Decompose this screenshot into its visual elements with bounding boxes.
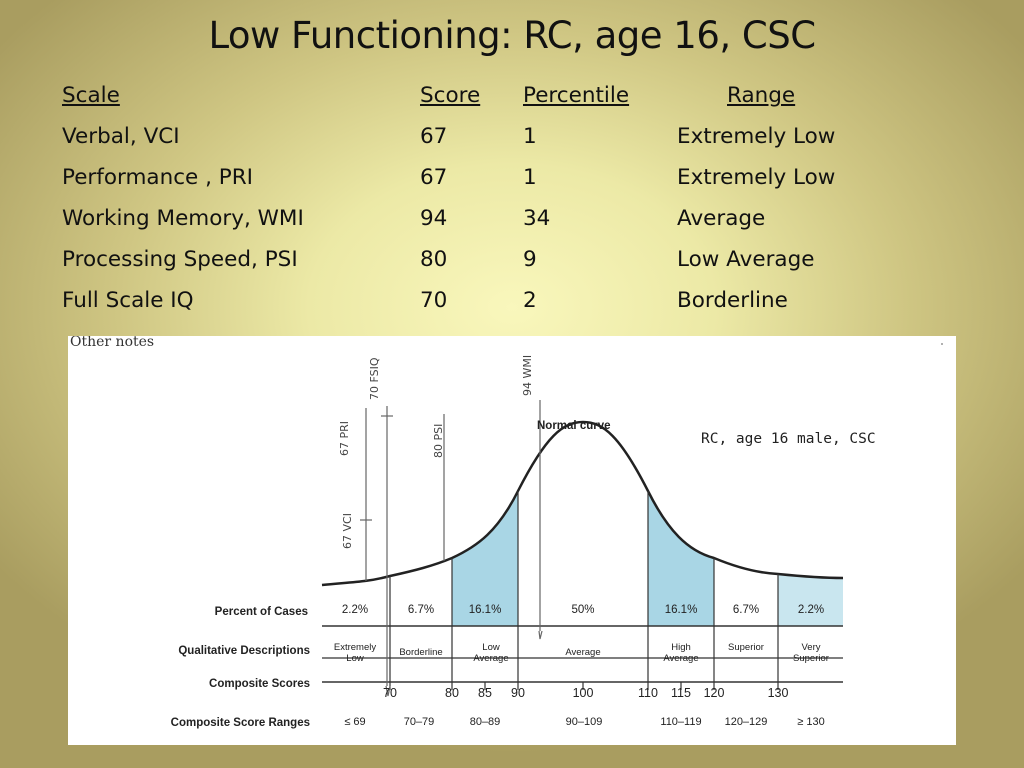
- scale-cell: Performance , PRI: [62, 165, 253, 190]
- description-cell: Very Superior: [793, 642, 829, 664]
- table-row: Working Memory, WMI 94 34 Average: [62, 205, 962, 246]
- scale-cell: Processing Speed, PSI: [62, 247, 298, 272]
- header-score: Score: [420, 83, 481, 108]
- table-row: Performance , PRI 67 1 Extremely Low: [62, 164, 962, 205]
- normal-curve-line: [321, 420, 844, 587]
- score-range-cell: ≥ 130: [797, 716, 825, 728]
- header-percentile: Percentile: [523, 83, 630, 108]
- row-label-qualitative-descriptions: Qualitative Descriptions: [178, 645, 310, 657]
- percent-cell: 2.2%: [797, 604, 825, 616]
- normal-curve-graphic: [321, 343, 943, 697]
- normal-curve-label: Normal curve: [537, 420, 611, 432]
- percent-cell: 16.1%: [664, 604, 698, 616]
- table-row: Verbal, VCI 67 1 Extremely Low: [62, 123, 962, 164]
- header-scale: Scale: [62, 83, 120, 108]
- row-label-composite-scores: Composite Scores: [209, 678, 310, 690]
- percentile-cell: 1: [523, 124, 537, 149]
- table-header-row: Scale Score Percentile Range: [62, 82, 962, 123]
- description-cell: Borderline: [399, 647, 443, 658]
- score-cell: 70: [420, 288, 448, 313]
- range-cell: Extremely Low: [677, 165, 836, 190]
- description-cell: High Average: [663, 642, 699, 664]
- range-cell: Borderline: [677, 288, 788, 313]
- score-label: 85: [478, 686, 492, 700]
- score-cell: 80: [420, 247, 448, 272]
- percentile-cell: 9: [523, 247, 537, 272]
- other-notes-label: Other notes: [70, 336, 155, 350]
- patient-note: RC, age 16 male, CSC: [701, 431, 876, 447]
- percentile-cell: 2: [523, 288, 537, 313]
- handwritten-fsiq-label: 70 FSIQ: [368, 357, 381, 400]
- score-range-cell: 70–79: [403, 716, 435, 728]
- range-cell: Extremely Low: [677, 124, 836, 149]
- score-range-cell: 110–119: [660, 716, 702, 728]
- scale-cell: Full Scale IQ: [62, 288, 194, 313]
- score-label: 130: [767, 686, 789, 700]
- score-label: 100: [572, 686, 594, 700]
- description-cell: Low Average: [473, 642, 509, 664]
- handwritten-vci-label: 67 VCI: [341, 513, 354, 549]
- score-label: 110: [638, 686, 658, 700]
- shade-low-average: [452, 491, 518, 626]
- shade-high-average: [648, 491, 714, 626]
- percentile-cell: 34: [523, 206, 551, 231]
- scale-cell: Verbal, VCI: [62, 124, 180, 149]
- description-cell: Superior: [728, 642, 764, 653]
- row-label-composite-score-ranges: Composite Score Ranges: [170, 717, 310, 729]
- row-label-percent-of-cases: Percent of Cases: [214, 606, 308, 618]
- percent-cell: 6.7%: [407, 604, 435, 616]
- description-cell: Average: [565, 647, 601, 658]
- score-label: 70: [383, 686, 397, 700]
- percent-cell: 50%: [571, 604, 595, 616]
- handwritten-pri-label: 67 PRI: [338, 420, 351, 456]
- score-range-cell: 90–109: [565, 716, 603, 728]
- shade-very-superior: [778, 574, 843, 626]
- score-range-cell: ≤ 69: [344, 716, 366, 728]
- range-cell: Low Average: [677, 247, 815, 272]
- score-label: 80: [445, 686, 459, 700]
- scale-cell: Working Memory, WMI: [62, 206, 304, 231]
- percent-cell: 6.7%: [732, 604, 760, 616]
- percent-cell: 2.2%: [341, 604, 369, 616]
- header-range: Range: [727, 83, 796, 108]
- scores-table: Scale Score Percentile Range Verbal, VCI…: [62, 82, 962, 328]
- percentile-cell: 1: [523, 165, 537, 190]
- score-label: 115: [671, 686, 691, 700]
- score-label: 120: [703, 686, 725, 700]
- score-cell: 67: [420, 165, 448, 190]
- score-label: 90: [511, 686, 525, 700]
- table-row: Full Scale IQ 70 2 Borderline: [62, 287, 962, 328]
- percent-cell: 16.1%: [468, 604, 502, 616]
- slide-title: Low Functioning: RC, age 16, CSC: [208, 14, 816, 57]
- table-row: Processing Speed, PSI 80 9 Low Average: [62, 246, 962, 287]
- range-cell: Average: [677, 206, 766, 231]
- score-cell: 94: [420, 206, 448, 231]
- description-cell: Extremely Low: [333, 642, 377, 664]
- score-range-cell: 120–129: [724, 716, 768, 728]
- handwritten-wmi-label: 94 WMI: [521, 354, 534, 396]
- normal-curve-chart: Other notes Normal curve RC, age 16 male…: [68, 336, 956, 745]
- handwritten-psi-label: 80 PSI: [432, 423, 445, 458]
- score-range-cell: 80–89: [469, 716, 501, 728]
- score-cell: 67: [420, 124, 448, 149]
